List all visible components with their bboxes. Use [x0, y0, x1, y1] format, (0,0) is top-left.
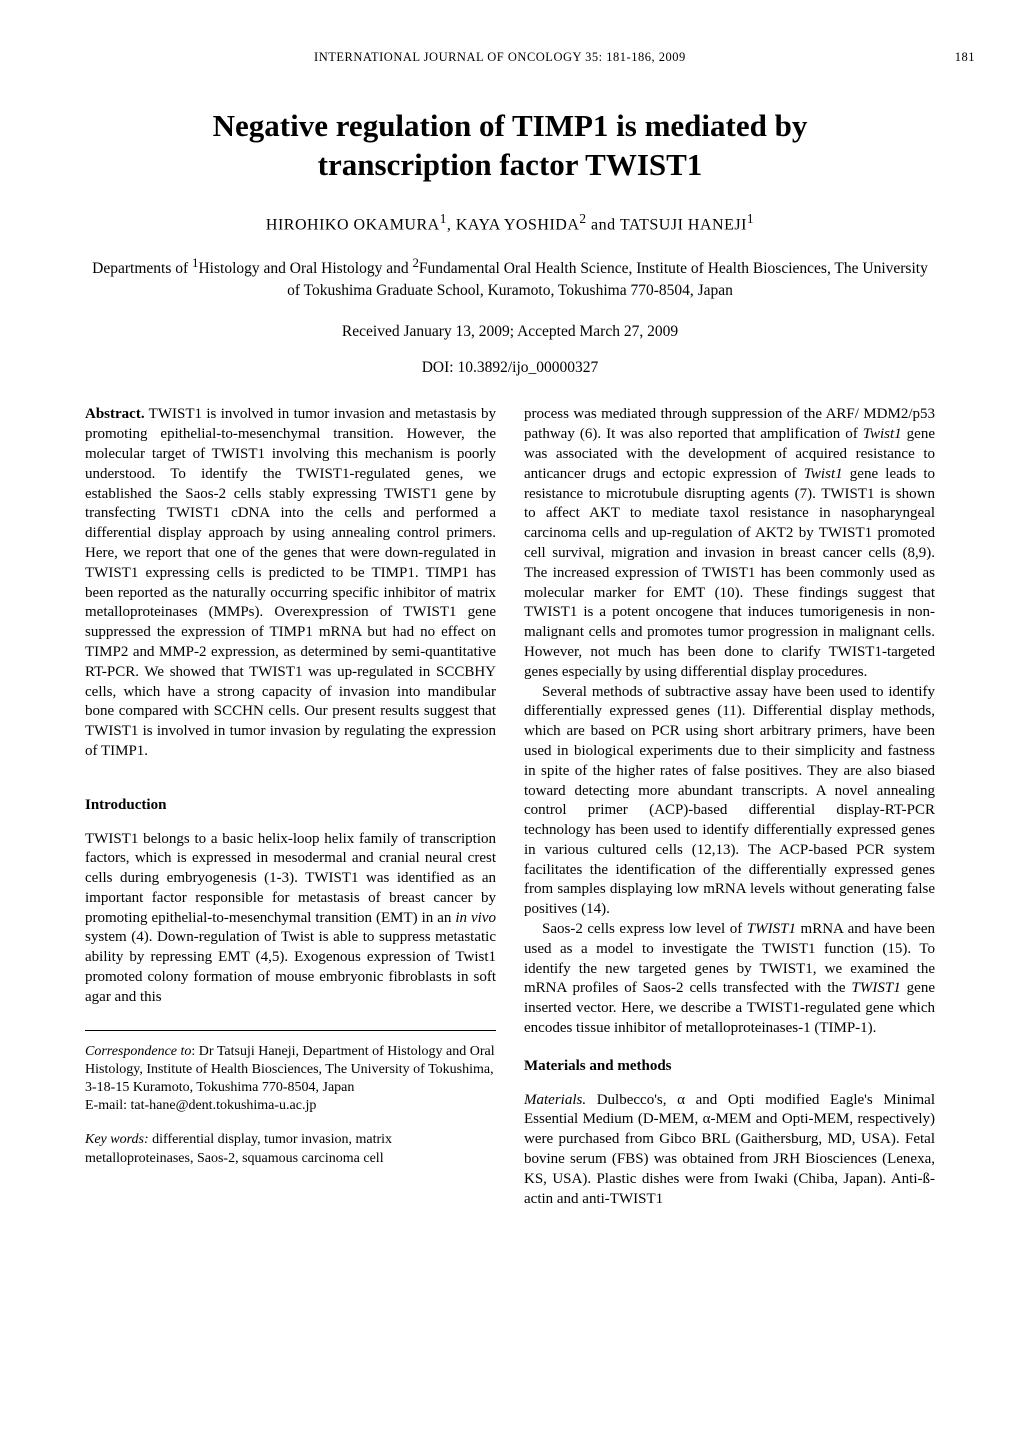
- right-paragraph-3: Saos-2 cells express low level of TWIST1…: [524, 920, 935, 1039]
- footnote-divider: [85, 1030, 496, 1031]
- introduction-heading: Introduction: [85, 796, 496, 816]
- doi: DOI: 10.3892/ijo_00000327: [85, 359, 935, 377]
- correspondence-label: Correspondence to: [85, 1044, 191, 1059]
- materials-methods-heading: Materials and methods: [524, 1057, 935, 1077]
- abstract-body: TWIST1 is involved in tumor invasion and…: [85, 406, 496, 759]
- received-accepted-dates: Received January 13, 2009; Accepted Marc…: [85, 323, 935, 341]
- two-column-layout: Abstract. TWIST1 is involved in tumor in…: [85, 405, 935, 1209]
- introduction-paragraph-1: TWIST1 belongs to a basic helix-loop hel…: [85, 830, 496, 1008]
- title-line-1: Negative regulation of TIMP1 is mediated…: [85, 107, 935, 146]
- affiliation: Departments of 1Histology and Oral Histo…: [85, 254, 935, 302]
- keywords-block: Key words: differential display, tumor i…: [85, 1131, 496, 1167]
- authors: HIROHIKO OKAMURA1, KAYA YOSHIDA2 and TAT…: [85, 211, 935, 234]
- article-title: Negative regulation of TIMP1 is mediated…: [85, 107, 935, 185]
- left-column: Abstract. TWIST1 is involved in tumor in…: [85, 405, 496, 1209]
- correspondence-email: E-mail: tat-hane@dent.tokushima-u.ac.jp: [85, 1097, 496, 1115]
- keywords-label: Key words:: [85, 1132, 149, 1147]
- page-number: 181: [955, 50, 975, 65]
- right-paragraph-1: process was mediated through suppression…: [524, 405, 935, 682]
- right-paragraph-2: Several methods of subtractive assay hav…: [524, 683, 935, 921]
- materials-paragraph-1: Materials. Dulbecco's, α and Opti modifi…: [524, 1091, 935, 1210]
- title-line-2: transcription factor TWIST1: [85, 146, 935, 185]
- right-column: process was mediated through suppression…: [524, 405, 935, 1209]
- abstract-paragraph: Abstract. TWIST1 is involved in tumor in…: [85, 405, 496, 761]
- running-header-text: INTERNATIONAL JOURNAL OF ONCOLOGY 35: 18…: [314, 50, 686, 64]
- abstract-label: Abstract.: [85, 406, 145, 422]
- running-header: INTERNATIONAL JOURNAL OF ONCOLOGY 35: 18…: [85, 50, 935, 65]
- correspondence-block: Correspondence to: Dr Tatsuji Haneji, De…: [85, 1043, 496, 1116]
